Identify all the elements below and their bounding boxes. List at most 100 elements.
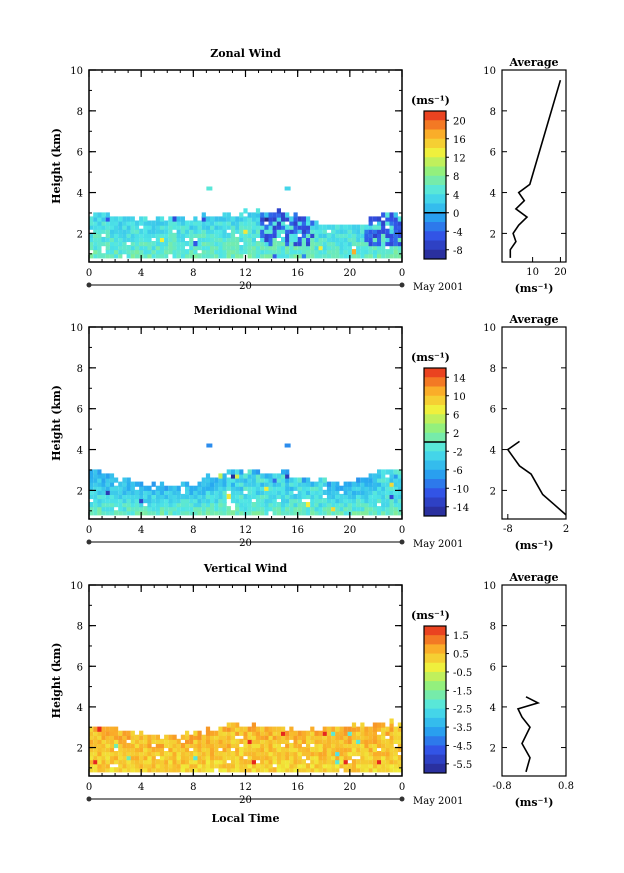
heatmap-cell xyxy=(197,232,202,238)
heatmap-cell xyxy=(155,493,160,500)
heatmap-cell xyxy=(285,738,290,744)
heatmap-cell xyxy=(372,236,377,243)
heatmap-cell xyxy=(377,767,382,773)
heatmap-cell xyxy=(310,767,315,773)
heatmap-cell xyxy=(126,249,131,255)
heatmap-cell xyxy=(372,253,377,259)
heatmap-cell xyxy=(176,742,181,749)
heatmap-cell xyxy=(289,493,294,500)
heatmap-cell xyxy=(143,738,148,744)
heatmap-cell xyxy=(230,228,236,234)
heatmap-cell xyxy=(276,751,281,757)
average-frame xyxy=(501,69,567,263)
heatmap-cell xyxy=(109,730,115,736)
heatmap-cell xyxy=(205,220,211,226)
heatmap-cell xyxy=(97,742,102,749)
y-tick-label: 4 xyxy=(77,446,83,457)
heatmap-cell xyxy=(281,228,286,234)
heatmap-cell xyxy=(151,253,156,259)
heatmap-cell xyxy=(314,746,319,753)
heatmap-cell xyxy=(260,245,265,251)
heatmap-cell xyxy=(326,755,332,761)
heatmap-cell xyxy=(381,469,386,475)
heatmap-cell xyxy=(314,481,319,487)
heatmap-cell xyxy=(289,232,294,238)
heatmap-cell xyxy=(293,216,298,222)
heatmap-cell xyxy=(176,220,181,226)
heatmap-cell xyxy=(105,510,110,516)
heatmap-cell xyxy=(114,228,119,234)
heatmap-cell xyxy=(364,485,369,491)
heatmap-cell xyxy=(301,249,306,255)
heatmap-cell xyxy=(276,489,281,495)
heatmap-cell xyxy=(97,228,102,234)
heatmap-cell xyxy=(372,730,377,736)
heatmap-cell xyxy=(134,224,140,230)
heatmap-cell xyxy=(214,751,219,757)
heatmap-cell xyxy=(172,253,177,259)
heatmap-cell xyxy=(130,493,135,500)
heatmap-cell xyxy=(339,493,344,500)
heatmap-cell xyxy=(385,726,390,732)
heatmap-cell xyxy=(230,469,236,475)
heatmap-cell xyxy=(260,489,265,495)
heatmap-cell xyxy=(235,510,240,516)
heatmap-cell xyxy=(109,241,115,247)
heatmap-cell xyxy=(397,232,402,238)
heatmap-cell xyxy=(164,510,169,516)
heatmap-cell xyxy=(126,481,131,487)
heatmap-cell xyxy=(364,241,369,247)
heatmap-cell xyxy=(372,767,377,773)
heatmap-cell xyxy=(381,759,386,765)
heatmap-cell xyxy=(260,249,265,255)
heatmap-cell xyxy=(134,746,140,753)
heatmap-cell xyxy=(343,228,348,234)
heatmap-cell xyxy=(251,228,256,234)
heatmap-cell xyxy=(393,746,398,753)
heatmap-cell xyxy=(314,755,319,761)
heatmap-cell xyxy=(264,730,269,736)
heatmap-cell xyxy=(159,253,165,259)
heatmap-cell xyxy=(247,228,252,234)
heatmap-cell xyxy=(122,506,127,512)
heatmap-cell xyxy=(205,493,211,500)
heatmap-cell xyxy=(276,477,281,483)
heatmap-cell xyxy=(193,738,198,744)
heatmap-cell xyxy=(301,241,306,247)
heatmap-cell xyxy=(268,767,273,773)
heatmap-cell xyxy=(155,763,160,769)
heatmap-cell xyxy=(335,481,340,487)
heatmap-cell xyxy=(297,481,302,487)
heatmap-cell xyxy=(301,502,306,508)
heatmap-cell xyxy=(210,224,215,230)
heatmap-cell xyxy=(93,489,98,495)
heatmap-cell xyxy=(210,216,215,222)
heatmap-cell xyxy=(347,224,352,230)
heatmap-cell xyxy=(368,216,373,222)
date-axis-marker xyxy=(399,282,405,288)
heatmap-cell xyxy=(368,489,373,495)
heatmap-cell xyxy=(339,746,344,753)
heatmap-cell xyxy=(314,742,319,749)
heatmap-cell xyxy=(89,253,94,259)
heatmap-cell xyxy=(356,742,361,749)
heatmap-cell xyxy=(139,755,144,761)
heatmap-cell xyxy=(118,742,123,749)
heatmap-cell xyxy=(368,245,373,251)
heatmap-cell xyxy=(205,763,211,769)
heatmap-cell xyxy=(235,253,240,259)
colorbar-tick-label: -2 xyxy=(453,447,463,458)
heatmap-cell xyxy=(335,726,340,732)
heatmap-cell xyxy=(331,224,336,230)
heatmap-cell xyxy=(197,253,202,259)
heatmap-cell xyxy=(159,216,165,222)
heatmap-cell xyxy=(276,767,281,773)
heatmap-cell xyxy=(109,755,115,761)
heatmap-cell xyxy=(139,506,144,512)
heatmap-cell xyxy=(389,759,394,765)
heatmap-cell xyxy=(201,738,206,744)
heatmap-cell xyxy=(189,506,194,512)
heatmap-cell xyxy=(260,220,265,226)
heatmap-cell xyxy=(180,481,185,487)
heatmap-cell xyxy=(114,224,119,230)
